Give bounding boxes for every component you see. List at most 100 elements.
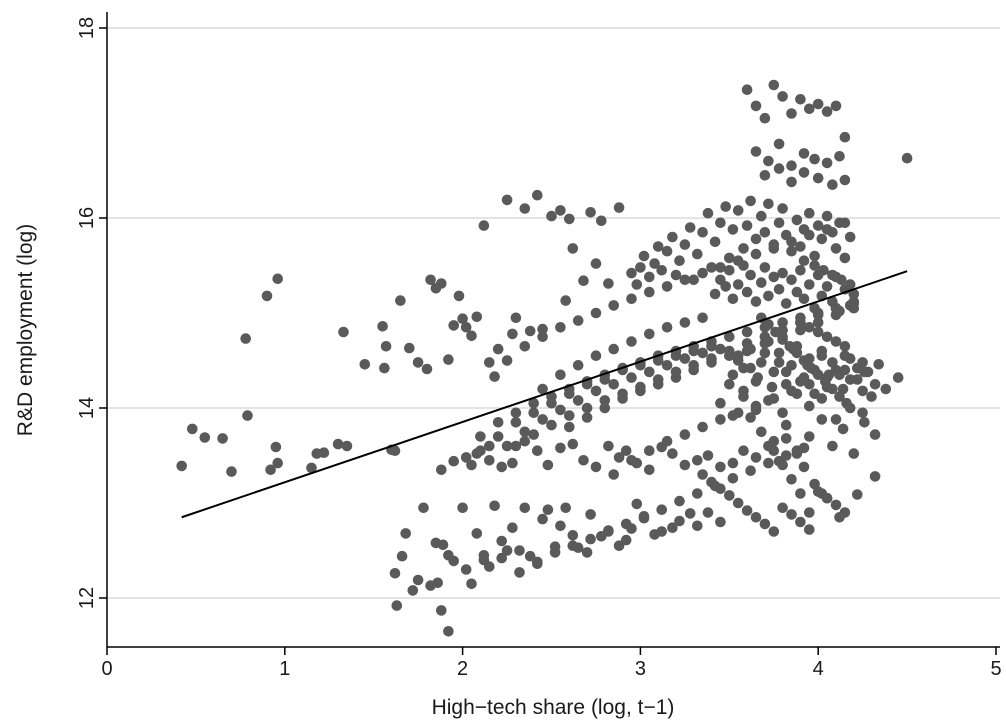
data-point [471, 528, 483, 539]
data-point [546, 419, 557, 431]
data-point [555, 322, 566, 333]
data-point [519, 203, 531, 214]
data-point [519, 426, 531, 438]
data-point [644, 271, 655, 283]
data-point [510, 407, 522, 419]
data-point [560, 295, 571, 306]
data-point [804, 229, 815, 241]
data-point [859, 417, 870, 428]
data-point [567, 438, 579, 450]
data-point [715, 217, 726, 229]
data-point [501, 440, 513, 452]
data-point [804, 279, 815, 290]
data-point [674, 515, 685, 527]
data-point [715, 516, 726, 528]
data-point [524, 550, 536, 562]
data-point [644, 366, 655, 378]
data-point [537, 383, 548, 395]
data-point [816, 350, 828, 362]
data-point [692, 520, 703, 532]
data-point [578, 275, 589, 287]
data-point [537, 513, 548, 525]
data-point [768, 79, 780, 91]
data-point [768, 445, 780, 457]
data-point [786, 236, 797, 248]
data-point [599, 402, 611, 414]
data-point [715, 343, 726, 355]
data-point [809, 250, 820, 262]
data-point [702, 207, 714, 219]
data-point [466, 578, 477, 590]
data-point [652, 241, 664, 252]
data-point [857, 407, 868, 419]
data-point [821, 224, 833, 235]
data-point [738, 385, 749, 397]
data-point [510, 312, 522, 324]
data-point [804, 507, 815, 518]
data-point [786, 274, 797, 286]
data-point [475, 445, 486, 457]
data-point [412, 574, 424, 586]
data-point [809, 260, 820, 271]
data-point [199, 432, 211, 443]
data-point [684, 508, 696, 519]
data-point [697, 347, 708, 359]
data-point [667, 522, 678, 533]
data-point [804, 322, 815, 333]
data-point [585, 533, 596, 545]
data-point [436, 605, 447, 616]
data-point [684, 222, 696, 233]
data-point [341, 440, 353, 452]
data-point [581, 547, 593, 558]
x-tick-label: 1 [279, 658, 290, 680]
data-point [644, 445, 655, 457]
data-point [798, 293, 810, 305]
data-point [567, 540, 579, 551]
data-point [816, 414, 828, 425]
data-point [795, 94, 806, 105]
data-point [844, 353, 856, 364]
data-point [773, 284, 785, 295]
data-point [745, 362, 756, 374]
data-point [750, 100, 762, 112]
data-point [745, 465, 756, 477]
data-point [804, 524, 815, 535]
data-point [750, 233, 762, 245]
data-point [830, 499, 842, 511]
data-point [768, 366, 780, 378]
data-point [786, 160, 797, 171]
data-point [528, 429, 539, 440]
data-point [603, 278, 614, 289]
data-point [848, 296, 860, 307]
data-point [613, 202, 625, 213]
data-point [519, 435, 531, 447]
data-point [546, 210, 557, 222]
data-point [478, 550, 490, 561]
data-point [738, 243, 749, 254]
data-point [795, 376, 806, 387]
data-point [795, 516, 806, 528]
data-point [656, 265, 667, 276]
data-point [756, 210, 767, 222]
data-point [412, 357, 424, 368]
data-point [652, 374, 664, 385]
data-point [791, 286, 803, 298]
data-point [766, 381, 778, 393]
data-point [697, 312, 708, 324]
data-point [795, 265, 806, 276]
data-point [804, 379, 815, 390]
data-point [613, 452, 625, 463]
data-point [688, 360, 699, 371]
data-point [692, 455, 703, 466]
data-point [697, 469, 708, 480]
data-point [510, 417, 522, 428]
data-point [514, 545, 525, 556]
data-point [661, 245, 673, 257]
data-point [656, 526, 667, 537]
data-point [770, 326, 781, 338]
data-point [608, 379, 619, 390]
data-point [724, 331, 735, 343]
data-point [759, 518, 771, 530]
data-point [773, 138, 785, 150]
data-point [537, 331, 548, 343]
